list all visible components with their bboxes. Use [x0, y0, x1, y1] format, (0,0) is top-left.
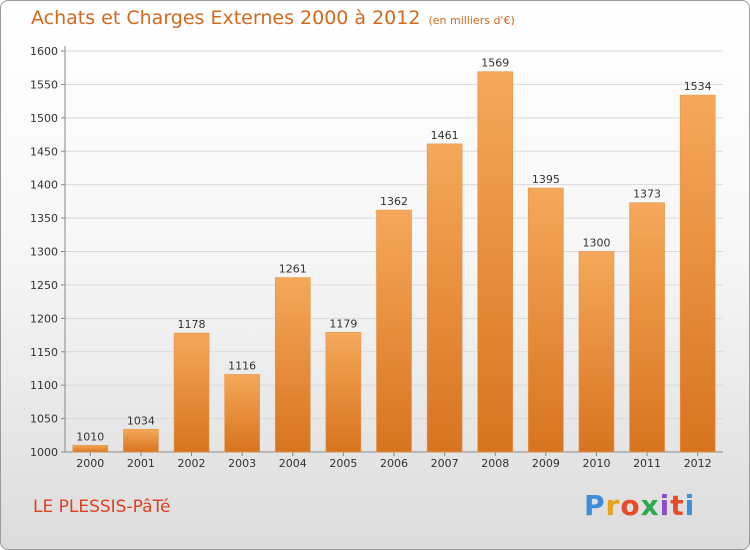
chart-title: Achats et Charges Externes 2000 à 2012 (e…: [31, 7, 515, 29]
x-tick-label: 2002: [178, 457, 206, 470]
bar-value-label: 1569: [481, 57, 509, 70]
bar-value-label: 1179: [329, 317, 357, 330]
bar-value-label: 1395: [532, 173, 560, 186]
x-tick-label: 2003: [228, 457, 256, 470]
bar-2010: [578, 251, 615, 453]
bar-2002: [173, 332, 210, 453]
logo-letter: x: [640, 489, 660, 522]
bar-2009: [528, 187, 564, 453]
bar-value-label: 1034: [127, 414, 155, 427]
bars: [72, 71, 716, 453]
proxiti-logo[interactable]: Proxiti: [584, 489, 695, 522]
y-tick-label: 1450: [30, 145, 58, 158]
x-tick-label: 2011: [633, 457, 661, 470]
y-tick-label: 1250: [30, 279, 58, 292]
x-tick-label: 2001: [127, 457, 155, 470]
bar-2003: [224, 374, 260, 453]
x-tick-label: 2008: [481, 457, 509, 470]
bar-2005: [325, 332, 362, 453]
bar-2008: [477, 71, 514, 453]
bar-value-label: 1461: [431, 129, 459, 142]
y-tick-label: 1600: [30, 45, 58, 58]
bar-value-label: 1010: [76, 430, 104, 443]
x-tick-label: 2012: [684, 457, 712, 470]
commune-name: LE PLESSIS-PâTé: [33, 497, 171, 517]
y-tick-label: 1500: [30, 112, 58, 125]
bar-2000: [72, 445, 109, 453]
x-tick-label: 2010: [582, 457, 610, 470]
bar-2001: [123, 428, 159, 453]
y-tick-label: 1400: [30, 179, 58, 192]
x-tick-label: 2007: [431, 457, 459, 470]
logo-letter: o: [620, 489, 641, 522]
x-tick-label: 2006: [380, 457, 408, 470]
x-tick-label: 2004: [279, 457, 307, 470]
x-tick-label: 2009: [532, 457, 560, 470]
logo-letter: i: [659, 489, 671, 522]
bar-value-label: 1373: [633, 188, 661, 201]
bar-2007: [426, 143, 463, 453]
bar-2004: [274, 277, 311, 453]
bar-value-label: 1534: [684, 80, 712, 93]
logo-letter: t: [670, 489, 685, 522]
y-tick-label: 1050: [30, 413, 58, 426]
logo-letter: P: [584, 489, 606, 522]
chart-unit: (en milliers d'€): [428, 14, 515, 27]
bar-2011: [629, 202, 665, 453]
x-tick-label: 2005: [329, 457, 357, 470]
logo-letter: i: [684, 489, 696, 522]
bar-value-label: 1261: [279, 263, 307, 276]
y-tick-label: 1350: [30, 212, 58, 225]
y-tick-label: 1150: [30, 346, 58, 359]
bar-2006: [376, 209, 412, 453]
y-tick-label: 1200: [30, 312, 58, 325]
y-tick-label: 1100: [30, 379, 58, 392]
x-tick-label: 2000: [76, 457, 104, 470]
bar-value-label: 1300: [582, 237, 610, 250]
y-tick-label: 1000: [30, 446, 58, 459]
logo-letter: r: [605, 489, 621, 522]
labels: 1000 1050 1100 1150 1200 1250 1300 1350 1400 1450…: [30, 45, 712, 470]
y-tick-label: 1550: [30, 78, 58, 91]
bar-value-label: 1178: [178, 318, 206, 331]
bar-2012: [679, 94, 716, 453]
bar-value-label: 1116: [228, 359, 256, 372]
bar-value-label: 1362: [380, 195, 408, 208]
y-tick-label: 1300: [30, 246, 58, 259]
chart-title-text: Achats et Charges Externes 2000 à 2012: [31, 7, 421, 29]
